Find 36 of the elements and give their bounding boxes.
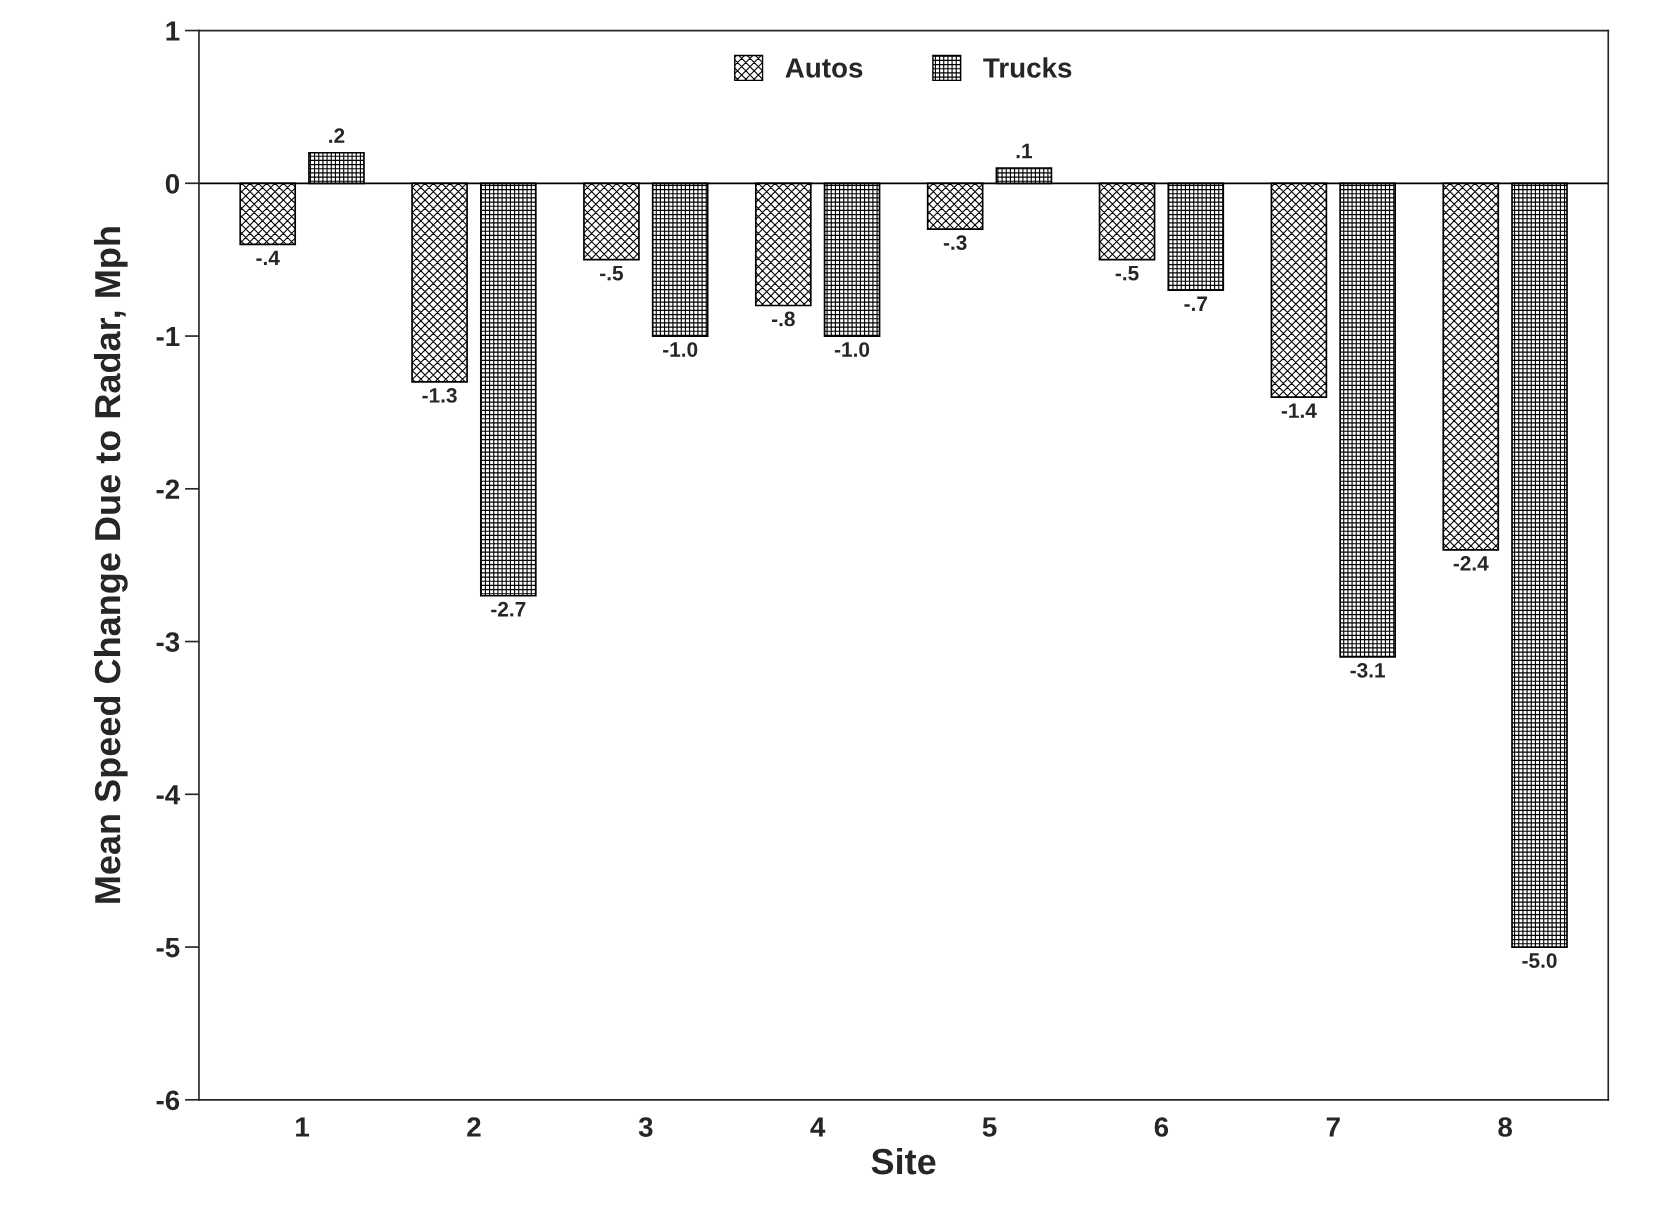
data-label: -.4 xyxy=(256,250,280,266)
y-tick-label: -2 xyxy=(156,479,180,499)
x-tick-label: 4 xyxy=(810,1117,826,1137)
legend-label: Trucks xyxy=(983,57,1072,78)
data-label: -3.1 xyxy=(1350,662,1386,678)
data-label: -.5 xyxy=(600,266,624,281)
data-label: -1.3 xyxy=(422,387,457,403)
data-label: -.3 xyxy=(943,235,967,251)
data-label: -1.0 xyxy=(834,342,870,357)
y-axis-title: Mean Speed Change Due to Radar, Mph xyxy=(93,227,128,903)
data-label: -2.4 xyxy=(1453,556,1489,571)
data-label: .1 xyxy=(1016,143,1033,159)
legend-label: Autos xyxy=(785,58,863,78)
x-tick-label: 8 xyxy=(1498,1117,1513,1137)
y-tick-label: -6 xyxy=(156,1090,180,1111)
x-tick-label: 3 xyxy=(638,1117,653,1137)
y-tick-label: -1 xyxy=(156,327,180,347)
data-label: -.5 xyxy=(1115,266,1139,281)
x-tick-label: 7 xyxy=(1326,1117,1340,1137)
y-tick-label: -4 xyxy=(156,785,181,805)
x-tick-label: 1 xyxy=(296,1117,310,1137)
data-label: -1.0 xyxy=(663,342,698,357)
data-label: .2 xyxy=(329,128,345,143)
x-tick-label: 6 xyxy=(1154,1117,1169,1137)
data-label: -.8 xyxy=(771,311,795,327)
y-tick-label: -5 xyxy=(156,938,180,958)
data-label: -1.4 xyxy=(1281,403,1317,418)
y-tick-label: 0 xyxy=(165,173,180,194)
data-label: -.7 xyxy=(1184,296,1208,311)
x-axis-title: Site xyxy=(871,1147,936,1175)
y-tick-label: 1 xyxy=(166,21,180,41)
x-tick-label: 5 xyxy=(982,1117,997,1137)
y-tick-label: -3 xyxy=(156,632,180,652)
data-label: -2.7 xyxy=(491,601,526,617)
data-label: -5.0 xyxy=(1522,953,1557,968)
x-tick-label: 2 xyxy=(467,1117,481,1137)
